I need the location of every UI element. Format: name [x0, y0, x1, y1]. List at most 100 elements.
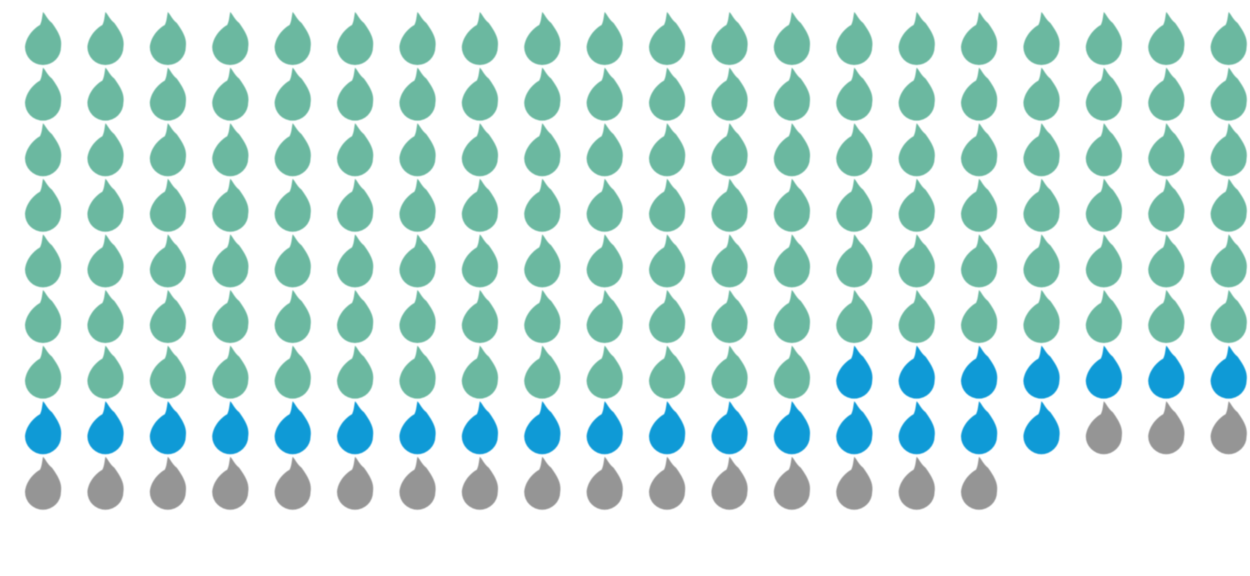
- water-drop-icon: [586, 290, 623, 343]
- water-drop-icon: [1085, 123, 1123, 177]
- water-drop-icon: [149, 123, 187, 177]
- water-drop-icon: [1210, 290, 1247, 343]
- water-drop-icon: [711, 345, 748, 399]
- water-drop-icon: [773, 401, 811, 455]
- water-drop-icon: [399, 401, 436, 455]
- water-drop-icon: [711, 178, 748, 232]
- water-drop-icon: [212, 345, 249, 399]
- water-drop-icon: [274, 178, 311, 232]
- water-drop-icon: [836, 12, 873, 65]
- water-drop-icon: [586, 456, 623, 510]
- water-drop-icon: [1210, 345, 1247, 399]
- water-drop-icon: [773, 178, 811, 232]
- water-drop-icon: [87, 456, 124, 510]
- water-drop-icon: [149, 12, 187, 65]
- water-drop-icon: [1148, 401, 1185, 455]
- water-drop-icon: [212, 290, 249, 343]
- water-drop-icon: [149, 345, 187, 399]
- water-drop-icon: [1085, 67, 1123, 121]
- water-drop-icon: [149, 234, 187, 288]
- water-drop-icon: [24, 456, 62, 510]
- water-drop-icon: [524, 456, 561, 510]
- water-drop-icon: [773, 290, 811, 343]
- water-drop-icon: [461, 12, 499, 65]
- water-drop-icon: [649, 12, 686, 65]
- water-drop-icon: [24, 401, 62, 455]
- water-drop-icon: [337, 178, 374, 232]
- water-drop-icon: [1023, 345, 1060, 399]
- water-drop-icon: [586, 178, 623, 232]
- water-drop-icon: [711, 67, 748, 121]
- water-drop-icon: [649, 67, 686, 121]
- water-drop-icon: [87, 12, 124, 65]
- water-drop-icon: [1210, 401, 1247, 455]
- water-drop-icon: [399, 67, 436, 121]
- water-drop-icon: [1023, 290, 1060, 343]
- water-drop-icon: [337, 12, 374, 65]
- water-drop-icon: [1210, 123, 1247, 177]
- water-drop-icon: [711, 234, 748, 288]
- water-drop-icon: [337, 67, 374, 121]
- water-drop-icon: [399, 123, 436, 177]
- water-drop-icon: [212, 12, 249, 65]
- water-drop-icon: [961, 456, 998, 510]
- water-drop-icon: [898, 345, 935, 399]
- water-drop-icon: [649, 401, 686, 455]
- water-drop-icon: [649, 345, 686, 399]
- water-drop-icon: [836, 123, 873, 177]
- water-drop-icon: [1148, 290, 1185, 343]
- water-drop-icon: [1148, 234, 1185, 288]
- water-drop-icon: [961, 290, 998, 343]
- water-drop-icon: [274, 123, 311, 177]
- water-drop-icon: [773, 67, 811, 121]
- water-drop-icon: [649, 178, 686, 232]
- water-drop-icon: [898, 234, 935, 288]
- water-drop-icon: [274, 234, 311, 288]
- water-drop-icon: [461, 456, 499, 510]
- water-drop-icon: [24, 12, 62, 66]
- water-drop-icon: [711, 123, 748, 177]
- water-drop-icon: [961, 401, 998, 455]
- water-drop-icon: [461, 178, 499, 232]
- water-drop-icon: [524, 290, 561, 343]
- water-drop-icon: [898, 123, 935, 177]
- water-drop-icon: [898, 178, 935, 232]
- water-drop-icon: [898, 290, 935, 343]
- water-drop-icon: [399, 178, 436, 232]
- water-drop-icon: [836, 401, 873, 455]
- water-drop-icon: [212, 67, 249, 121]
- water-drop-icon: [212, 456, 249, 510]
- water-drop-icon: [524, 123, 561, 177]
- water-drop-icon: [524, 234, 561, 288]
- water-drop-icon: [1148, 123, 1185, 177]
- water-drop-icon: [461, 123, 499, 177]
- water-drop-icon: [274, 67, 311, 121]
- water-drop-icon: [961, 67, 998, 121]
- water-drop-icon: [836, 456, 873, 510]
- water-drop-icon: [337, 401, 374, 455]
- water-drop-icon: [24, 123, 62, 177]
- water-drop-icon: [149, 456, 187, 510]
- water-drop-icon: [274, 345, 311, 399]
- water-drop-icon: [212, 234, 249, 288]
- water-drop-icon: [836, 345, 873, 399]
- water-drop-icon: [24, 345, 62, 399]
- water-drop-icon: [898, 67, 935, 121]
- water-drop-icon: [524, 178, 561, 232]
- water-drop-icon: [961, 12, 998, 65]
- water-drop-icon: [461, 67, 499, 121]
- water-drop-icon: [586, 123, 623, 177]
- water-drop-icon: [87, 290, 124, 343]
- water-drop-icon: [1210, 67, 1247, 121]
- water-drop-icon: [1085, 12, 1123, 65]
- water-drop-icon: [461, 234, 499, 288]
- water-drop-icon: [586, 401, 623, 455]
- water-drop-icon: [711, 401, 748, 455]
- water-drop-icon: [1085, 178, 1123, 232]
- water-drop-icon: [836, 67, 873, 121]
- water-drop-icon: [87, 123, 124, 177]
- water-drop-icon: [274, 12, 311, 65]
- water-drop-icon: [836, 178, 873, 232]
- water-drop-icon: [399, 290, 436, 343]
